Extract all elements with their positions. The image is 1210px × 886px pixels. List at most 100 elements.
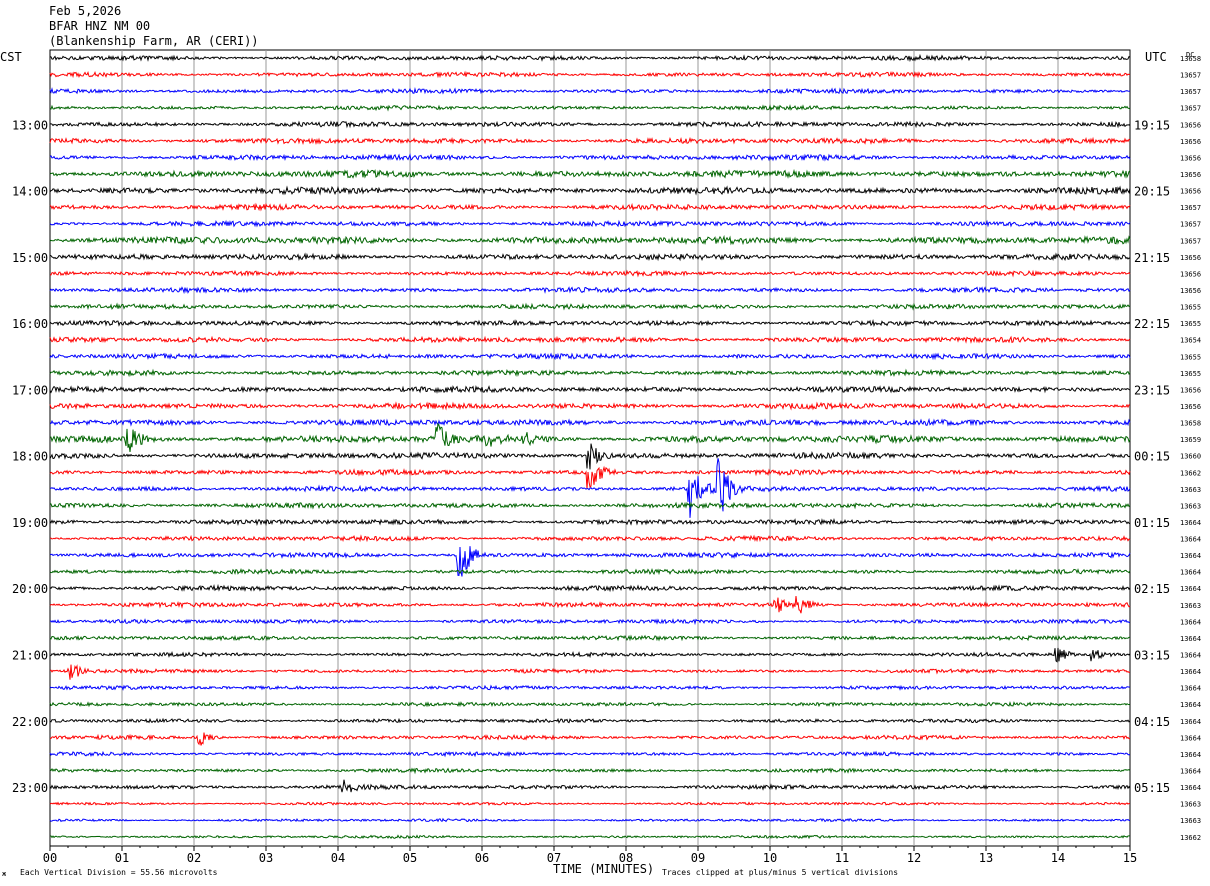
x-tick-label-03: 03 [259, 851, 273, 865]
plot-frame [49, 49, 1131, 847]
dc-value-label: 13664 [1180, 635, 1201, 643]
trace-row-24 [49, 443, 1131, 470]
trace-row-44 [49, 779, 1131, 793]
trace-row-20 [49, 384, 1131, 394]
dc-value-label: 13655 [1180, 304, 1201, 312]
right-hour-label: 00:15 [1134, 450, 1170, 464]
left-timezone-label: CST [0, 50, 22, 64]
left-hour-label: 13:00 [12, 118, 48, 132]
trace-row-1 [49, 70, 1131, 79]
right-hour-label: 22:15 [1134, 317, 1170, 331]
dc-value-label: 13664 [1180, 618, 1201, 626]
dc-value-label: 13664 [1180, 685, 1201, 693]
dc-offset-labels: 13658 13657 13657 13657 13656 13656 13656 13656… [1180, 55, 1201, 842]
dc-header-label: DC [1186, 51, 1194, 59]
right-hour-label: 04:15 [1134, 715, 1170, 729]
dc-value-label: 13664 [1180, 519, 1201, 527]
dc-value-label: 13662 [1180, 469, 1201, 477]
dc-value-label: 13664 [1180, 652, 1201, 660]
x-tick-label-11: 11 [835, 851, 849, 865]
dc-value-label: 13656 [1180, 188, 1201, 196]
dc-value-label: 13664 [1180, 701, 1201, 709]
left-hour-label: 18:00 [12, 450, 48, 464]
left-hour-label: 16:00 [12, 317, 48, 331]
dc-value-label: 13662 [1180, 834, 1201, 842]
dc-value-label: 13663 [1180, 602, 1201, 610]
dc-value-label: 13663 [1180, 486, 1201, 494]
trace-row-42 [49, 750, 1131, 758]
dc-value-label: 13656 [1180, 270, 1201, 278]
left-hour-label: 23:00 [12, 781, 48, 795]
trace-row-2 [49, 87, 1131, 95]
trace-row-36 [49, 647, 1131, 663]
dc-value-label: 13664 [1180, 552, 1201, 560]
trace-row-43 [49, 767, 1131, 775]
trace-row-18 [49, 352, 1131, 361]
right-hour-label: 20:15 [1134, 185, 1170, 199]
dc-value-label: 13655 [1180, 320, 1201, 328]
trace-row-35 [49, 634, 1131, 642]
dc-value-label: 13656 [1180, 138, 1201, 146]
x-tick-label-04: 04 [331, 851, 345, 865]
x-tick-label-09: 09 [691, 851, 705, 865]
dc-value-label: 13656 [1180, 121, 1201, 129]
trace-row-23 [49, 422, 1131, 452]
dc-value-label: 13664 [1180, 668, 1201, 676]
scale-note: Each Vertical Division = 55.56 microvolt… [20, 868, 218, 877]
right-hour-label: 02:15 [1134, 582, 1170, 596]
x-tick-label-13: 13 [979, 851, 993, 865]
x-tick-label-10: 10 [763, 851, 777, 865]
dc-value-label: 13663 [1180, 817, 1201, 825]
dc-value-label: 13655 [1180, 370, 1201, 378]
dc-value-label: 13657 [1180, 88, 1201, 96]
trace-row-4 [49, 120, 1131, 129]
trace-row-6 [49, 153, 1131, 162]
trace-row-9 [49, 202, 1131, 212]
trace-row-32 [49, 583, 1131, 593]
right-hour-label: 19:15 [1134, 118, 1170, 132]
dc-value-label: 13656 [1180, 403, 1201, 411]
trace-row-11 [49, 234, 1131, 246]
clip-note: Traces clipped at plus/minus 5 vertical … [662, 868, 898, 877]
dc-value-label: 13659 [1180, 436, 1201, 444]
left-hour-label: 17:00 [12, 383, 48, 397]
x-tick-label-05: 05 [403, 851, 417, 865]
trace-row-22 [49, 417, 1131, 427]
header-site: (Blankenship Farm, AR (CERI)) [49, 34, 259, 48]
trace-row-39 [49, 701, 1131, 708]
dc-value-label: 13664 [1180, 784, 1201, 792]
left-hour-label: 14:00 [12, 185, 48, 199]
dc-value-label: 13658 [1180, 420, 1201, 428]
trace-row-47 [49, 834, 1130, 840]
dc-value-label: 13664 [1180, 734, 1201, 742]
left-hour-label: 21:00 [12, 649, 48, 663]
trace-row-19 [49, 368, 1131, 378]
header-date: Feb 5,2026 [49, 4, 121, 18]
trace-row-12 [49, 252, 1131, 262]
left-hour-label: 22:00 [12, 715, 48, 729]
minute-gridlines [121, 50, 1059, 846]
dc-value-label: 13664 [1180, 569, 1201, 577]
seismic-traces [49, 53, 1131, 840]
trace-row-31 [49, 567, 1131, 576]
left-hour-label: 15:00 [12, 251, 48, 265]
dc-value-label: 13664 [1180, 536, 1201, 544]
trace-row-30 [49, 546, 1131, 577]
trace-row-5 [49, 136, 1131, 146]
trace-row-45 [49, 801, 1130, 806]
x-tick-label-14: 14 [1051, 851, 1065, 865]
trace-row-13 [49, 269, 1131, 278]
left-hour-label: 20:00 [12, 582, 48, 596]
dc-value-label: 13663 [1180, 801, 1201, 809]
dc-value-label: 13664 [1180, 585, 1201, 593]
right-hour-label: 05:15 [1134, 781, 1170, 795]
dc-value-label: 13664 [1180, 751, 1201, 759]
trace-row-8 [49, 185, 1131, 196]
dc-value-label: 13656 [1180, 154, 1201, 162]
trace-row-40 [49, 717, 1131, 724]
trace-row-27 [49, 501, 1131, 510]
x-axis-ticks: 00 01 02 03 04 05 06 07 08 09 10 11 12 13 14 15 [43, 846, 1137, 865]
dc-value-label: 13656 [1180, 386, 1201, 394]
dc-value-label: 13656 [1180, 287, 1201, 295]
dc-value-label: 13664 [1180, 768, 1201, 776]
